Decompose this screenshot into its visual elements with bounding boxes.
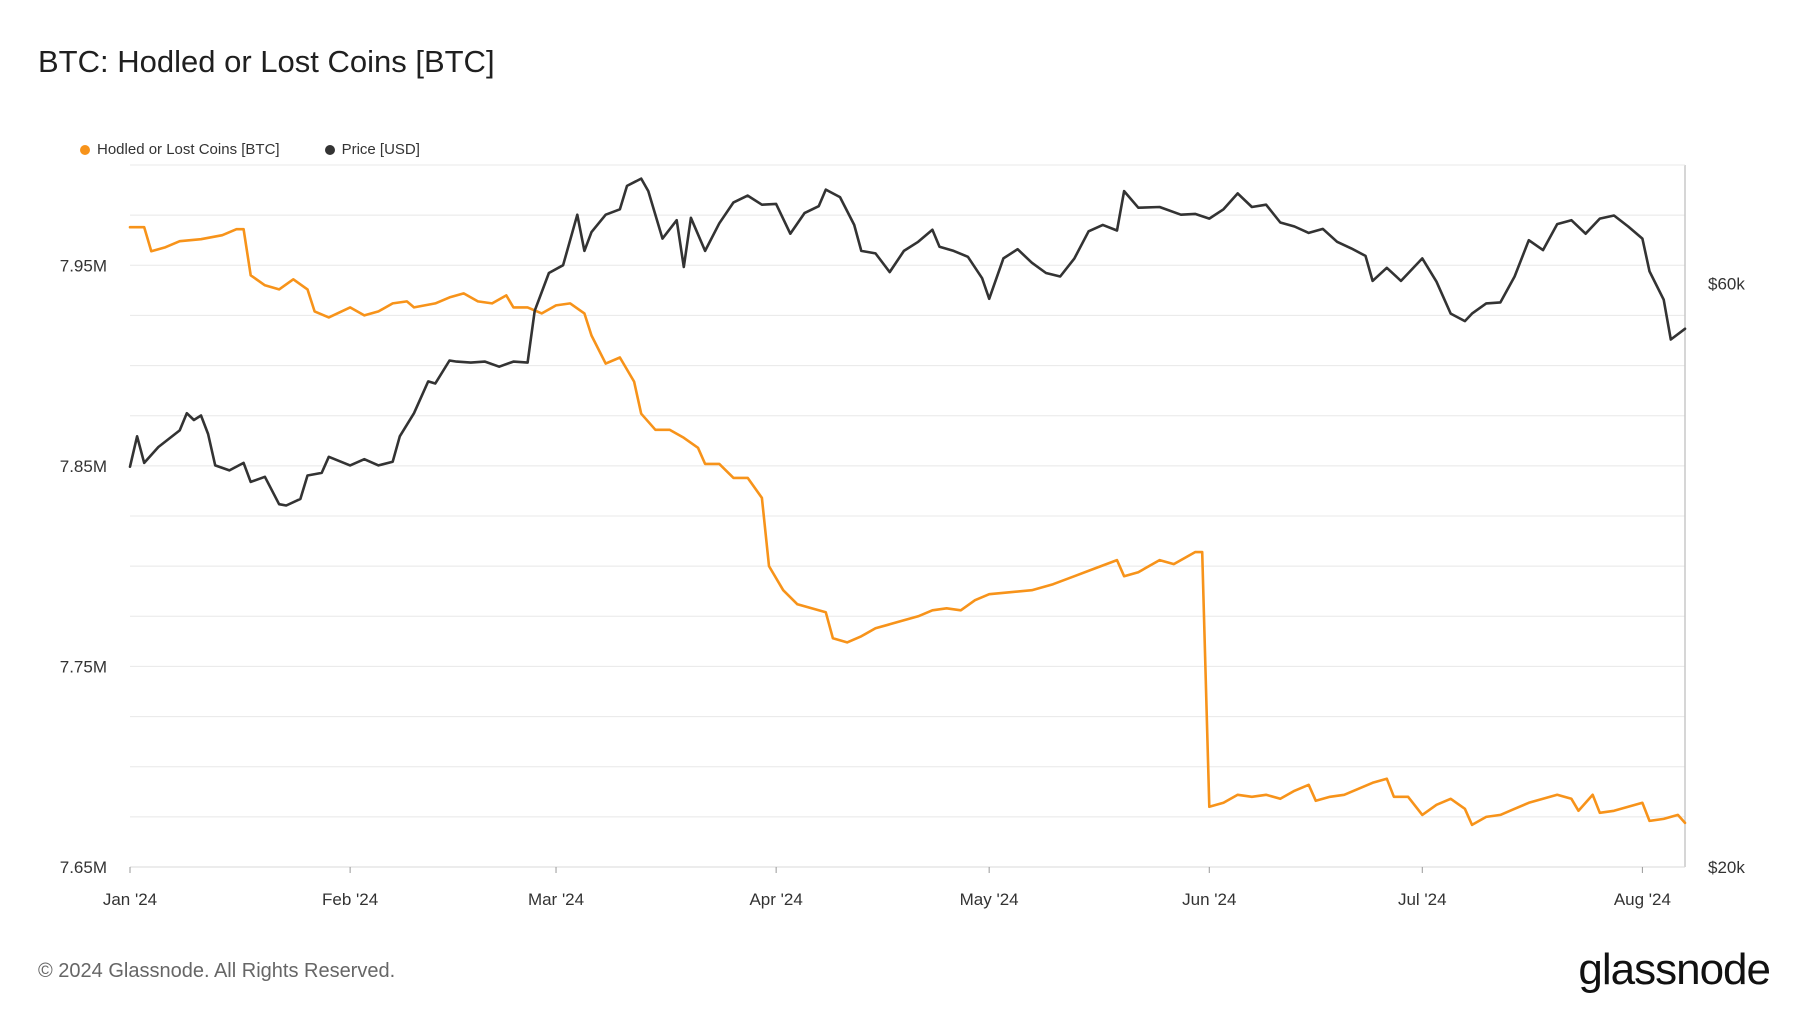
- legend-label-price: Price [USD]: [341, 141, 420, 158]
- y-right-tick-label: $20k: [1708, 858, 1745, 877]
- x-tick-label: Mar '24: [528, 890, 584, 909]
- legend-label-hodled: Hodled or Lost Coins [BTC]: [97, 141, 280, 158]
- legend-dot-hodled: [80, 144, 90, 155]
- glassnode-logo: glassnode: [1578, 945, 1771, 994]
- legend: Hodled or Lost Coins [BTC] Price [USD]: [80, 141, 420, 158]
- legend-item-hodled[interactable]: Hodled or Lost Coins [BTC]: [80, 141, 280, 158]
- x-tick-label: Aug '24: [1614, 890, 1671, 909]
- y-left-tick-label: 7.85M: [60, 457, 107, 476]
- x-tick-label: Jul '24: [1398, 890, 1447, 909]
- y-left-tick-label: 7.65M: [60, 858, 107, 877]
- copyright-footer: © 2024 Glassnode. All Rights Reserved.: [38, 960, 396, 982]
- x-tick-label: May '24: [960, 890, 1019, 909]
- legend-dot-price: [324, 144, 335, 155]
- y-left-tick-label: 7.95M: [60, 256, 107, 275]
- series-line-hodled: [128, 225, 1687, 827]
- chart-title: BTC: Hodled or Lost Coins [BTC]: [38, 44, 495, 79]
- y-right-tick-label: $60k: [1708, 275, 1745, 294]
- x-tick-label: Jun '24: [1182, 890, 1236, 909]
- y-left-tick-label: 7.75M: [60, 657, 107, 676]
- x-tick-label: Apr '24: [749, 890, 802, 909]
- series-line-price: [128, 177, 1687, 507]
- legend-item-price[interactable]: Price [USD]: [324, 141, 420, 158]
- x-tick-label: Feb '24: [322, 890, 378, 909]
- x-tick-label: Jan '24: [103, 890, 157, 909]
